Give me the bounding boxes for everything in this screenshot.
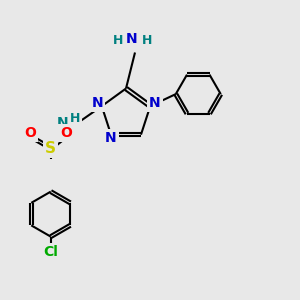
Text: N: N	[149, 96, 161, 110]
Text: H: H	[70, 112, 80, 124]
Text: O: O	[24, 126, 36, 140]
Text: H: H	[113, 34, 124, 47]
Text: Cl: Cl	[43, 244, 58, 259]
Text: N: N	[126, 32, 138, 46]
Text: N: N	[92, 96, 103, 110]
Text: S: S	[45, 141, 56, 156]
Text: H: H	[142, 34, 152, 47]
Text: O: O	[60, 126, 72, 140]
Text: N: N	[57, 116, 69, 130]
Text: N: N	[105, 130, 117, 145]
